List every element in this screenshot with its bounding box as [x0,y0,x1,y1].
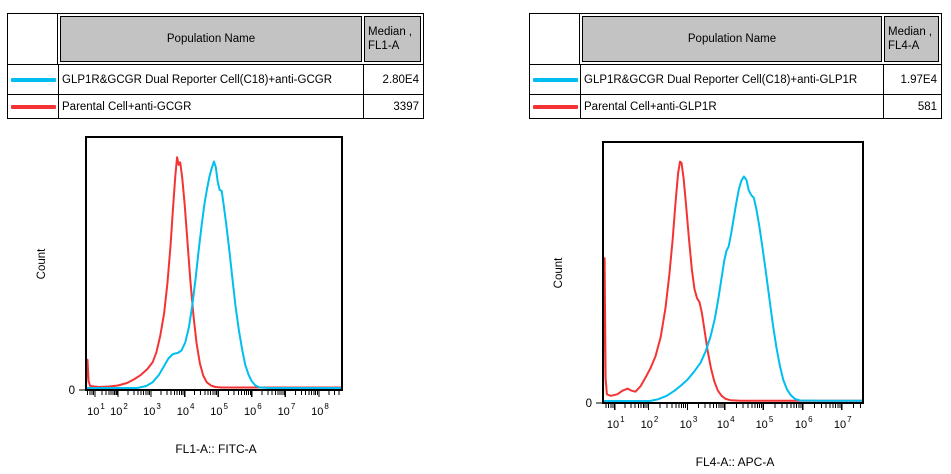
population-header-label: Population Name [166,33,256,45]
population-name: GLP1R&GCGR Dual Reporter Cell(C18)+anti-… [584,73,858,86]
cyan-series-swatch [10,77,56,82]
table-row: GLP1R&GCGR Dual Reporter Cell(C18)+anti-… [58,64,363,94]
median-value-cell: 581 [883,94,941,118]
stats-table-fl4: Population Name Median , FL4-A GLP1R&GCG… [529,13,942,119]
y-axis-label-count: Count [553,257,565,288]
population-header-label: Population Name [687,33,777,45]
histogram-curve [602,160,864,403]
x-axis-label-fl4: FL4-A:: APC-A [695,455,775,469]
table-row-swatch-cell [530,94,580,118]
x-tick-label: 106 [244,402,262,418]
population-name: GLP1R&GCGR Dual Reporter Cell(C18)+anti-… [62,73,333,86]
x-tick-label: 105 [756,415,774,431]
table-row-swatch-cell [530,64,580,94]
column-header-median-fl1: Median , FL1-A [364,16,421,62]
median-value: 2.80E4 [382,73,419,86]
column-header-median-fl4: Median , FL4-A [884,16,939,62]
table-row: Parental Cell+anti-GLP1R [580,94,883,118]
table-row: GLP1R&GCGR Dual Reporter Cell(C18)+anti-… [580,64,883,94]
column-header-population: Population Name [582,16,882,62]
x-tick-label: 104 [177,402,195,418]
red-series-swatch [532,104,578,109]
stats-table-fl1: Population Name Median , FL1-A GLP1R&GCG… [7,13,424,119]
y-tick-label-zero: 0 [69,385,75,397]
median-value-cell: 3397 [363,94,423,118]
flow-histogram-fl1: 101 102 103 104 105 106 107 108 0 [69,136,343,418]
y-axis-label-count: Count [36,248,48,279]
column-header-population: Population Name [60,16,362,62]
x-tick-label: 107 [834,415,852,431]
table-corner-cell [530,14,580,64]
x-tick-label: 108 [311,402,329,418]
median-header-line1: Median , [368,25,413,38]
x-tick-label: 107 [278,402,296,418]
x-tick-label: 102 [110,402,128,418]
x-tick-label: 106 [795,415,813,431]
population-name: Parental Cell+anti-GLP1R [584,100,717,113]
cyan-series-swatch [532,77,578,82]
x-tick-label: 103 [680,415,698,431]
y-tick-label-zero: 0 [586,398,592,410]
histogram-curve [85,156,343,390]
median-value: 1.97E4 [900,73,937,86]
flow-histogram-fl4: 101 102 103 104 105 106 107 0 [586,141,864,431]
median-header-line1: Median , [888,25,933,38]
median-header-line2: FL1-A [368,40,400,52]
red-series-swatch [10,104,56,109]
x-tick-label: 104 [717,415,735,431]
x-tick-label: 102 [641,415,659,431]
x-tick-label: 101 [607,415,625,431]
x-tick-label: 101 [87,402,105,418]
x-axis-label-fl1: FL1-A:: FITC-A [175,442,257,456]
table-corner-cell [8,14,58,64]
histogram-curve [85,160,343,389]
population-name: Parental Cell+anti-GCGR [62,100,192,113]
x-tick-label: 105 [210,402,228,418]
histogram-curve [602,175,864,402]
table-row: Parental Cell+anti-GCGR [58,94,363,118]
x-tick-label: 103 [143,402,161,418]
table-row-swatch-cell [8,94,58,118]
median-value-cell: 1.97E4 [883,64,941,94]
median-header-line2: FL4-A [888,40,920,52]
median-value: 581 [917,100,937,113]
median-value-cell: 2.80E4 [363,64,423,94]
median-value: 3397 [393,100,419,113]
table-row-swatch-cell [8,64,58,94]
